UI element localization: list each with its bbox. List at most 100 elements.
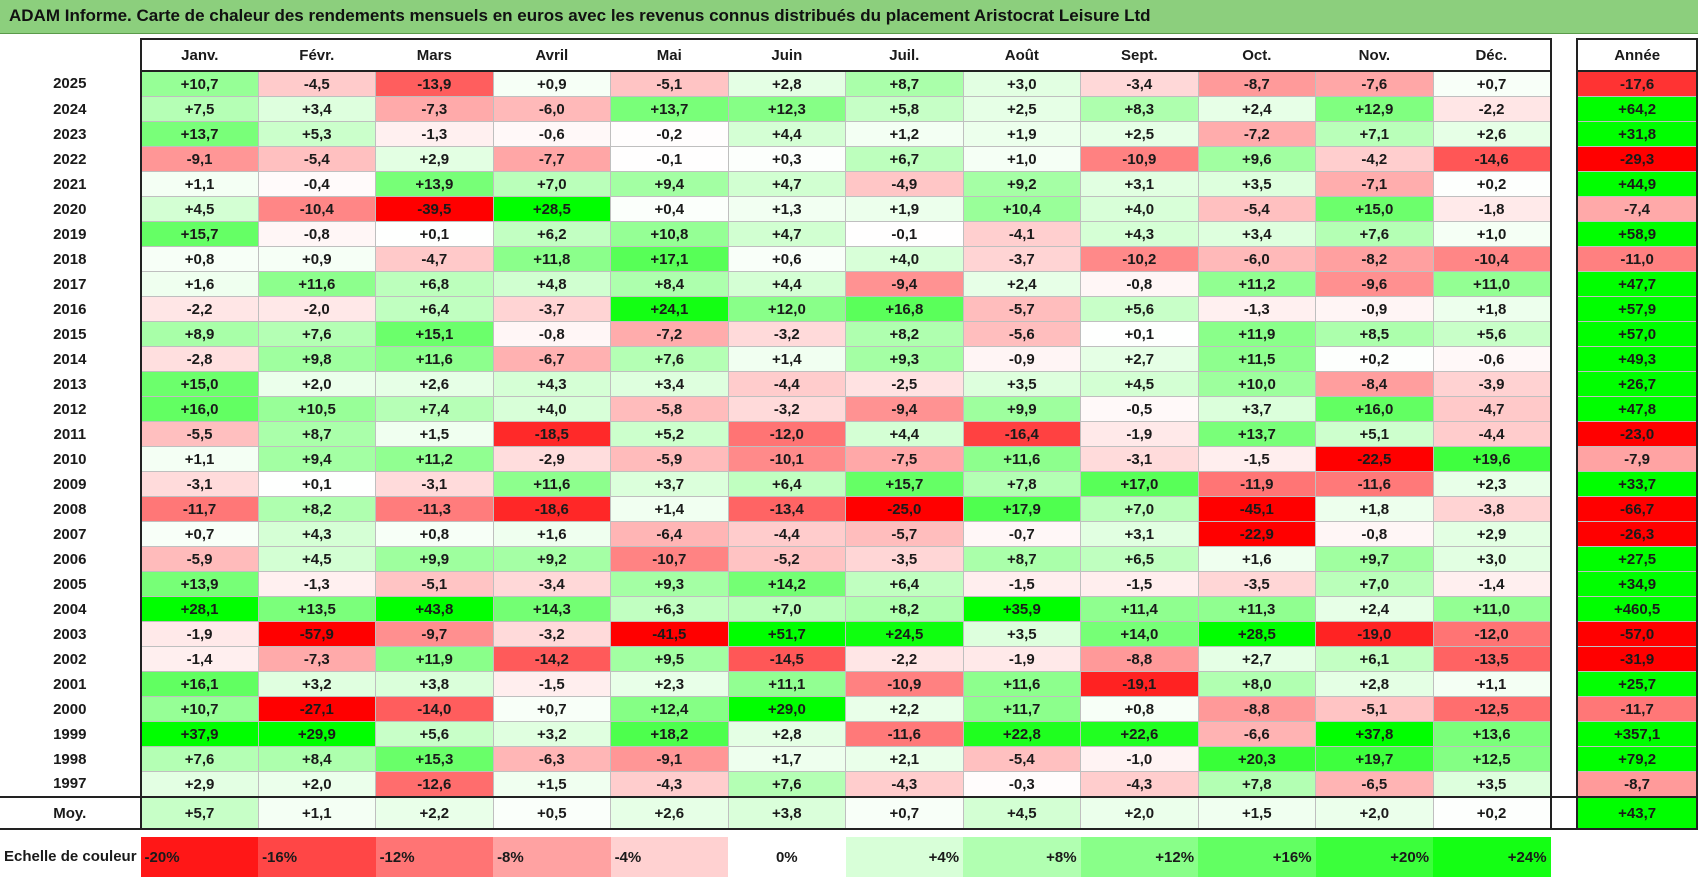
heatmap-cell: +15,3	[375, 746, 494, 772]
column-gap	[1550, 771, 1578, 797]
heatmap-cell: -1,4	[140, 646, 259, 672]
heatmap-cell: +11,1	[727, 671, 847, 697]
color-scale-swatch: -16%	[258, 837, 376, 877]
heatmap-cell: +10,0	[1197, 371, 1317, 397]
month-header: Févr.	[258, 38, 376, 72]
heatmap-cell: -9,6	[1315, 271, 1434, 297]
heatmap-cell: +4,0	[845, 246, 964, 272]
column-gap	[1550, 471, 1578, 497]
heatmap-cell: +11,4	[1080, 596, 1199, 622]
heatmap-cell: +2,9	[140, 771, 259, 798]
heatmap-cell: +6,7	[845, 146, 964, 172]
heatmap-cell: -7,1	[1315, 171, 1434, 197]
heatmap-cell: +1,5	[375, 421, 494, 447]
heatmap-cell: -3,7	[962, 246, 1082, 272]
heatmap-cell: -10,4	[257, 196, 377, 222]
heatmap-cell: -2,0	[257, 296, 377, 322]
heatmap-cell: -12,0	[1432, 621, 1552, 647]
heatmap-cell: +5,2	[610, 421, 729, 447]
heatmap-cell: +9,8	[257, 346, 377, 372]
heatmap-cell: +8,7	[257, 421, 377, 447]
heatmap-cell: +17,0	[1080, 471, 1199, 497]
table-row: 2010 +1,1 +9,4 +11,2 -2,9 -5,9 -10,1 -7,5 +11,6-…	[0, 446, 1698, 472]
heatmap-cell: -19,1	[1080, 671, 1199, 697]
heatmap-cell: -4,4	[1432, 421, 1552, 447]
table-row: 2003 -1,9 -57,9 -9,7 -3,2 -41,5 +51,7 +24,5 +3,5…	[0, 621, 1698, 647]
month-header: Déc.	[1433, 38, 1552, 72]
heatmap-cell: +9,9	[962, 396, 1082, 422]
heatmap-cell: +7,0	[1315, 571, 1434, 597]
heatmap-cell: +2,9	[1432, 521, 1552, 547]
heatmap-cell: -6,4	[610, 521, 729, 547]
heatmap-cell: +29,0	[727, 696, 847, 722]
heatmap-cell: +6,1	[1315, 646, 1434, 672]
heatmap-cell: -0,6	[1432, 346, 1552, 372]
heatmap-cell: -3,4	[492, 571, 612, 597]
row-label-year: 2017	[0, 271, 142, 297]
heatmap-cell: +20,3	[1197, 746, 1317, 772]
heatmap-cell: +19,6	[1432, 446, 1552, 472]
average-cell: +4,5	[962, 796, 1082, 830]
annual-return-cell: +31,8	[1576, 121, 1698, 147]
heatmap-cell: +16,1	[140, 671, 259, 697]
heatmap-cell: -4,3	[845, 771, 964, 798]
heatmap-cell: -1,3	[257, 571, 377, 597]
row-label-year: 1998	[0, 746, 142, 772]
row-label-year: 2022	[0, 146, 142, 172]
heatmap-cell: -6,7	[492, 346, 612, 372]
average-row: Moy. +5,7 +1,1 +2,2 +0,5 +2,6 +3,8 +0,7 +4,5 +2,0…	[0, 796, 1698, 830]
color-scale-swatch: 0%	[728, 837, 846, 877]
heatmap-cell: +4,5	[257, 546, 377, 572]
table-row: 2015 +8,9 +7,6 +15,1 -0,8 -7,2 -3,2 +8,2 -5,6 +0,…	[0, 321, 1698, 347]
heatmap-cell: +3,0	[962, 70, 1082, 97]
row-label-year: 2024	[0, 96, 142, 122]
column-gap	[1550, 346, 1578, 372]
annual-return-cell: -57,0	[1576, 621, 1698, 647]
corner-cell	[0, 39, 142, 71]
heatmap-cell: -13,4	[727, 496, 847, 522]
heatmap-cell: -8,4	[1315, 371, 1434, 397]
heatmap-cell: -0,8	[492, 321, 612, 347]
heatmap-cell: +0,4	[610, 196, 729, 222]
heatmap-cell: -5,4	[962, 746, 1082, 772]
heatmap-cell: +14,3	[492, 596, 612, 622]
annual-return-cell: +47,7	[1576, 271, 1698, 297]
column-gap	[1550, 496, 1578, 522]
heatmap-cell: +2,5	[962, 96, 1082, 122]
heatmap-cell: +12,4	[610, 696, 729, 722]
heatmap-cell: -1,5	[492, 671, 612, 697]
table-row: 2014 -2,8 +9,8 +11,6 -6,7 +7,6 +1,4 +9,3 -0,9 +2,…	[0, 346, 1698, 372]
heatmap-cell: +24,1	[610, 296, 729, 322]
heatmap-cell: +7,6	[257, 321, 377, 347]
heatmap-cell: +13,7	[1197, 421, 1317, 447]
table-row: 2000 +10,7 -27,1 -14,0 +0,7 +12,4 +29,0 +2,2 +11…	[0, 696, 1698, 722]
heatmap-cell: -18,5	[492, 421, 612, 447]
heatmap-cell: -8,7	[1197, 70, 1317, 97]
column-gap	[1550, 96, 1578, 122]
table-row: 2004 +28,1 +13,5 +43,8 +14,3 +6,3 +7,0 +8,2 +35,…	[0, 596, 1698, 622]
heatmap-cell: +6,5	[1080, 546, 1199, 572]
heatmap-cell: +11,2	[1197, 271, 1317, 297]
heatmap-cell: +15,0	[140, 371, 259, 397]
heatmap-cell: +11,2	[375, 446, 494, 472]
heatmap-cell: +3,7	[1197, 396, 1317, 422]
heatmap-cell: +4,0	[492, 396, 612, 422]
heatmap-cell: -5,9	[140, 546, 259, 572]
heatmap-cell: +16,0	[140, 396, 259, 422]
heatmap-cell: -0,1	[610, 146, 729, 172]
color-scale-swatch: +16%	[1198, 837, 1316, 877]
average-annual-cell: +43,7	[1576, 796, 1698, 830]
heatmap-cell: +8,2	[845, 596, 964, 622]
heatmap-cell: -9,1	[610, 746, 729, 772]
heatmap-cell: -1,5	[1197, 446, 1317, 472]
heatmap-cell: +1,9	[845, 196, 964, 222]
annual-return-cell: +26,7	[1576, 371, 1698, 397]
heatmap-cell: +2,1	[845, 746, 964, 772]
heatmap-cell: +0,9	[492, 70, 612, 97]
row-label-year: 2012	[0, 396, 142, 422]
annual-return-cell: +47,8	[1576, 396, 1698, 422]
heatmap-cell: +9,4	[257, 446, 377, 472]
heatmap-cell: +7,4	[375, 396, 494, 422]
row-label-year: 2008	[0, 496, 142, 522]
heatmap-cell: +6,4	[727, 471, 847, 497]
